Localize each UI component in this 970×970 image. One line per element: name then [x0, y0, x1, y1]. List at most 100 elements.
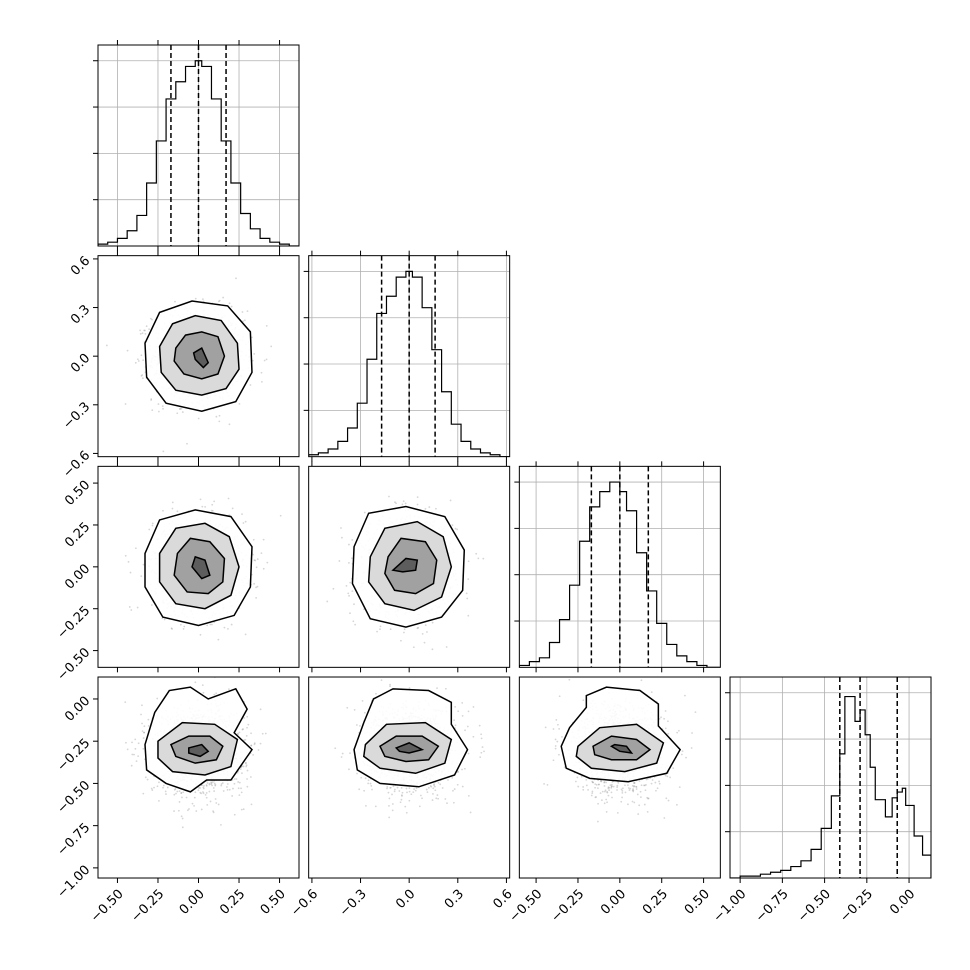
scatter-point	[456, 528, 459, 531]
scatter-point	[211, 503, 214, 506]
y-tick-label: −0.25	[55, 603, 94, 642]
panel-2-1	[308, 461, 511, 673]
scatter-point	[213, 500, 216, 503]
scatter-point	[244, 520, 247, 523]
density-2-0	[124, 497, 282, 641]
scatter-point	[142, 359, 145, 362]
contour-level-3	[351, 505, 466, 628]
scatter-point	[349, 581, 352, 584]
panel-3-0: −1.00−0.75−0.50−0.250.00−0.50 −0.25 0.00 0.…	[55, 676, 300, 925]
scatter-point	[136, 606, 139, 609]
scatter-point	[241, 311, 244, 313]
contour-level-1	[173, 537, 226, 595]
scatter-point	[227, 627, 229, 630]
scatter-point	[127, 560, 130, 563]
scatter-point	[254, 559, 257, 562]
scatter-point	[240, 791, 243, 794]
scatter-point	[137, 360, 140, 362]
scatter-point	[204, 793, 207, 796]
contour-level-3	[144, 509, 253, 627]
scatter-point	[144, 333, 147, 335]
panel-0-0	[93, 40, 300, 251]
scatter-point	[233, 813, 236, 816]
scatter-point	[341, 536, 343, 539]
density-fill-level-0	[193, 348, 209, 368]
scatter-point	[223, 626, 226, 629]
scatter-point	[202, 691, 205, 694]
scatter-point	[210, 509, 213, 512]
scatter-point	[203, 784, 205, 787]
plot-root: −0.6−0.30.00.30.6−0.50−0.250.000.250.50−…	[55, 40, 932, 925]
scatter-point	[156, 697, 159, 700]
scatter-point	[416, 627, 419, 630]
scatter-point	[326, 600, 329, 603]
scatter-point	[402, 500, 405, 503]
scatter-point	[242, 808, 245, 811]
scatter-point	[211, 623, 213, 626]
scatter-point	[241, 513, 243, 515]
scatter-point	[173, 793, 176, 796]
scatter-point	[340, 527, 342, 529]
scatter-point	[253, 582, 256, 585]
scatter-point	[193, 796, 196, 799]
scatter-point	[105, 344, 108, 347]
scatter-point	[163, 618, 166, 621]
scatter-point	[266, 561, 269, 564]
scatter-point	[247, 723, 250, 726]
scatter-point	[194, 297, 197, 300]
scatter-point	[243, 717, 246, 719]
contour-level-1	[384, 537, 438, 595]
scatter-point	[181, 411, 184, 413]
scatter-point	[231, 507, 234, 510]
scatter-point	[260, 371, 263, 374]
panel-frame	[97, 465, 300, 668]
scatter-point	[211, 509, 214, 512]
scatter-point	[428, 506, 431, 508]
density-fill-level-0	[392, 558, 418, 572]
scatter-point	[151, 524, 154, 527]
scatter-point	[451, 524, 454, 527]
scatter-point	[240, 787, 242, 790]
scatter-point	[161, 405, 164, 407]
scatter-point	[349, 612, 351, 615]
contour-level-0	[192, 346, 210, 369]
contour-level-0	[391, 557, 419, 573]
panel-frame	[308, 255, 511, 458]
scatter-point	[145, 325, 148, 328]
scatter-point	[126, 349, 129, 352]
y-tick-label: 0.6	[68, 254, 93, 279]
scatter-point	[150, 399, 153, 401]
scatter-point	[202, 787, 205, 790]
scatter-point	[222, 790, 225, 792]
scatter-point	[256, 558, 259, 561]
scatter-point	[218, 299, 221, 302]
scatter-point	[467, 614, 470, 617]
scatter-point	[454, 527, 457, 530]
scatter-point	[245, 765, 248, 768]
histogram-1	[308, 270, 510, 457]
scatter-point	[177, 809, 180, 812]
density-1-0	[105, 277, 273, 453]
scatter-point	[445, 646, 448, 648]
scatter-point	[182, 628, 185, 630]
scatter-point	[140, 354, 143, 357]
scatter-point	[255, 597, 258, 599]
scatter-point	[228, 688, 230, 690]
panel-2-0: −0.50−0.250.000.250.50	[55, 461, 300, 684]
contour-level-1	[173, 331, 226, 380]
scatter-point	[148, 328, 150, 331]
panel-1-0: −0.6−0.30.00.30.6	[60, 250, 300, 481]
scatter-point	[188, 808, 190, 810]
scatter-point	[245, 764, 248, 767]
scatter-point	[162, 509, 164, 512]
scatter-point	[348, 543, 350, 546]
scatter-point	[403, 628, 406, 631]
scatter-point	[141, 704, 143, 707]
scatter-point	[477, 557, 480, 560]
scatter-point	[262, 567, 265, 570]
scatter-point	[150, 604, 153, 606]
scatter-point	[181, 796, 183, 799]
scatter-point	[142, 563, 145, 566]
contour-level-2	[367, 520, 453, 612]
